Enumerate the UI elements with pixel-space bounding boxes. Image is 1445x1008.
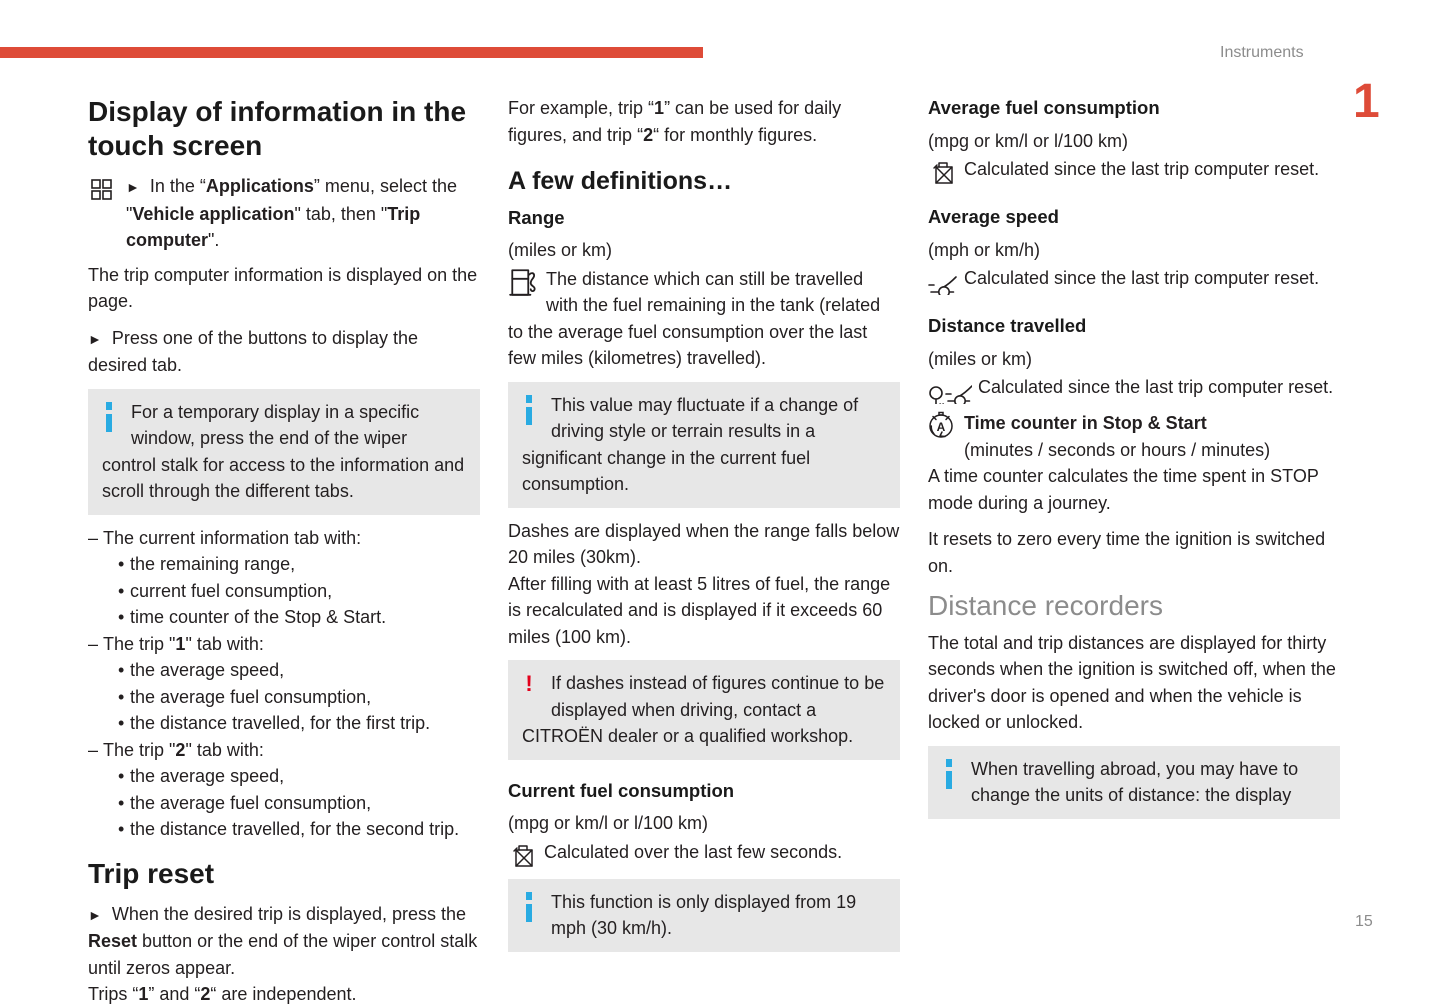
svg-text:A: A bbox=[937, 420, 946, 434]
